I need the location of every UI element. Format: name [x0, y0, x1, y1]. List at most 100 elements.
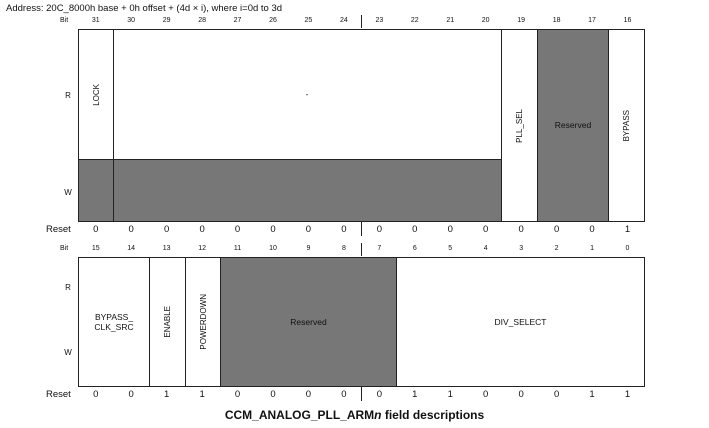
bit-number: 5: [448, 245, 453, 252]
bit-number: 23: [375, 17, 384, 24]
bit-number: 19: [517, 17, 526, 24]
reset-value: 0: [234, 389, 241, 400]
read-row-label-lower: R: [65, 283, 71, 292]
field-reserved-lower-label: Reserved: [290, 316, 327, 327]
reset-row-label-upper: Reset: [46, 224, 71, 235]
bit-number: 9: [306, 245, 311, 252]
bit-number: 12: [198, 245, 206, 252]
bit-number: 16: [623, 17, 632, 24]
bit-number: 25: [304, 17, 313, 24]
reset-row-label-lower: Reset: [46, 389, 71, 400]
bit-number: 13: [162, 245, 171, 252]
field-enable-label: ENABLE: [163, 306, 172, 338]
bit-number: 4: [483, 245, 488, 252]
write-row-label-upper: W: [64, 188, 72, 197]
reset-value: 0: [483, 389, 489, 400]
field-pll-sel-label: PLL_SEL: [515, 108, 524, 143]
field-enable: ENABLE: [149, 257, 186, 387]
bit-number: 15: [91, 245, 100, 252]
field-lock: LOCK: [78, 29, 114, 160]
bit-number: 27: [233, 17, 242, 24]
reset-value: 0: [128, 224, 134, 235]
field-pll-sel: PLL_SEL: [501, 29, 538, 222]
field-reserved-upper: Reserved: [537, 29, 609, 222]
reset-value: 0: [447, 224, 453, 235]
reset-value: 1: [412, 389, 418, 400]
bit-number: 29: [162, 17, 171, 24]
reset-value: 0: [518, 389, 524, 400]
bit-number: 1: [590, 245, 594, 252]
caption-main: CCM_ANALOG_PLL_ARM: [224, 408, 375, 422]
reset-value: 0: [93, 389, 99, 400]
reset-value: 0: [589, 224, 595, 235]
reset-value: 0: [163, 224, 170, 235]
reset-value: 0: [376, 389, 382, 400]
reset-value: 0: [553, 224, 560, 235]
figure-caption: CCM_ANALOG_PLL_ARMn field descriptions: [0, 408, 709, 422]
read-row-label-upper: R: [65, 91, 71, 100]
field-bypass: BYPASS: [608, 29, 645, 222]
bit-row-label-lower: Bit: [60, 245, 69, 252]
field-div-select-label: DIV_SELECT: [494, 316, 547, 327]
bit-number: 28: [198, 17, 206, 24]
bit-number: 22: [410, 17, 419, 24]
register-address: Address: 20C_8000h base + 0h offset + (4…: [6, 3, 283, 14]
field-bypass-label: BYPASS: [622, 109, 631, 142]
reset-value: 0: [234, 224, 241, 235]
upper-reset-tick: [361, 222, 362, 236]
bit-number: 17: [588, 17, 596, 24]
write-divider-upper: [113, 159, 114, 222]
bit-number: 31: [91, 17, 100, 24]
reset-value: 0: [341, 389, 347, 400]
bit-number: 21: [446, 17, 455, 24]
reset-value: 0: [270, 224, 276, 235]
reset-value: 1: [447, 389, 453, 400]
reset-value: 0: [305, 224, 312, 235]
bit-number: 10: [269, 245, 277, 252]
write-reserved-upper: [78, 159, 502, 222]
reset-value: 1: [589, 389, 595, 400]
field-reserved-dash: -: [113, 29, 502, 160]
reset-value: 0: [93, 224, 99, 235]
bit-number: 11: [233, 245, 242, 252]
lower-midpoint-tick: [361, 243, 362, 256]
reset-value: 0: [483, 224, 489, 235]
reset-value: 1: [624, 389, 631, 400]
field-lock-label: LOCK: [91, 83, 101, 106]
reset-value: 1: [624, 224, 631, 235]
field-powerdown: POWERDOWN: [185, 257, 221, 387]
bit-number: 30: [127, 17, 136, 24]
bit-number: 7: [377, 245, 382, 252]
field-dash-label: -: [305, 89, 309, 100]
bit-number: 3: [519, 245, 524, 252]
reset-value: 0: [199, 224, 205, 235]
bit-number: 0: [625, 245, 630, 252]
caption-italic: n: [374, 408, 382, 422]
field-powerdown-label: POWERDOWN: [198, 294, 208, 350]
field-div-select: DIV_SELECT: [396, 257, 645, 387]
bit-number: 18: [552, 17, 561, 24]
field-bypass-clk-src: BYPASS_ CLK_SRC: [78, 257, 150, 387]
reset-value: 0: [128, 389, 134, 400]
bit-number: 24: [339, 17, 348, 24]
reset-value: 0: [412, 224, 418, 235]
upper-midpoint-tick: [361, 15, 362, 28]
lower-reset-tick: [361, 387, 362, 401]
reset-value: 0: [341, 224, 347, 235]
bit-number: 2: [554, 245, 559, 252]
reset-value: 0: [518, 224, 524, 235]
field-reserved-upper-label: Reserved: [554, 120, 592, 131]
bit-row-label-upper: Bit: [60, 17, 69, 24]
field-bypass-clk-src-label: BYPASS_ CLK_SRC: [94, 311, 134, 332]
write-row-label-lower: W: [64, 348, 72, 357]
bit-number: 20: [481, 17, 490, 24]
caption-suffix: field descriptions: [381, 408, 485, 422]
reset-value: 0: [553, 389, 560, 400]
reset-value: 0: [270, 389, 276, 400]
reset-value: 0: [305, 389, 312, 400]
reset-value: 1: [163, 389, 170, 400]
bit-number: 6: [412, 245, 417, 252]
field-reserved-lower: Reserved: [220, 257, 397, 387]
bit-number: 26: [269, 17, 277, 24]
reset-value: 1: [199, 389, 205, 400]
